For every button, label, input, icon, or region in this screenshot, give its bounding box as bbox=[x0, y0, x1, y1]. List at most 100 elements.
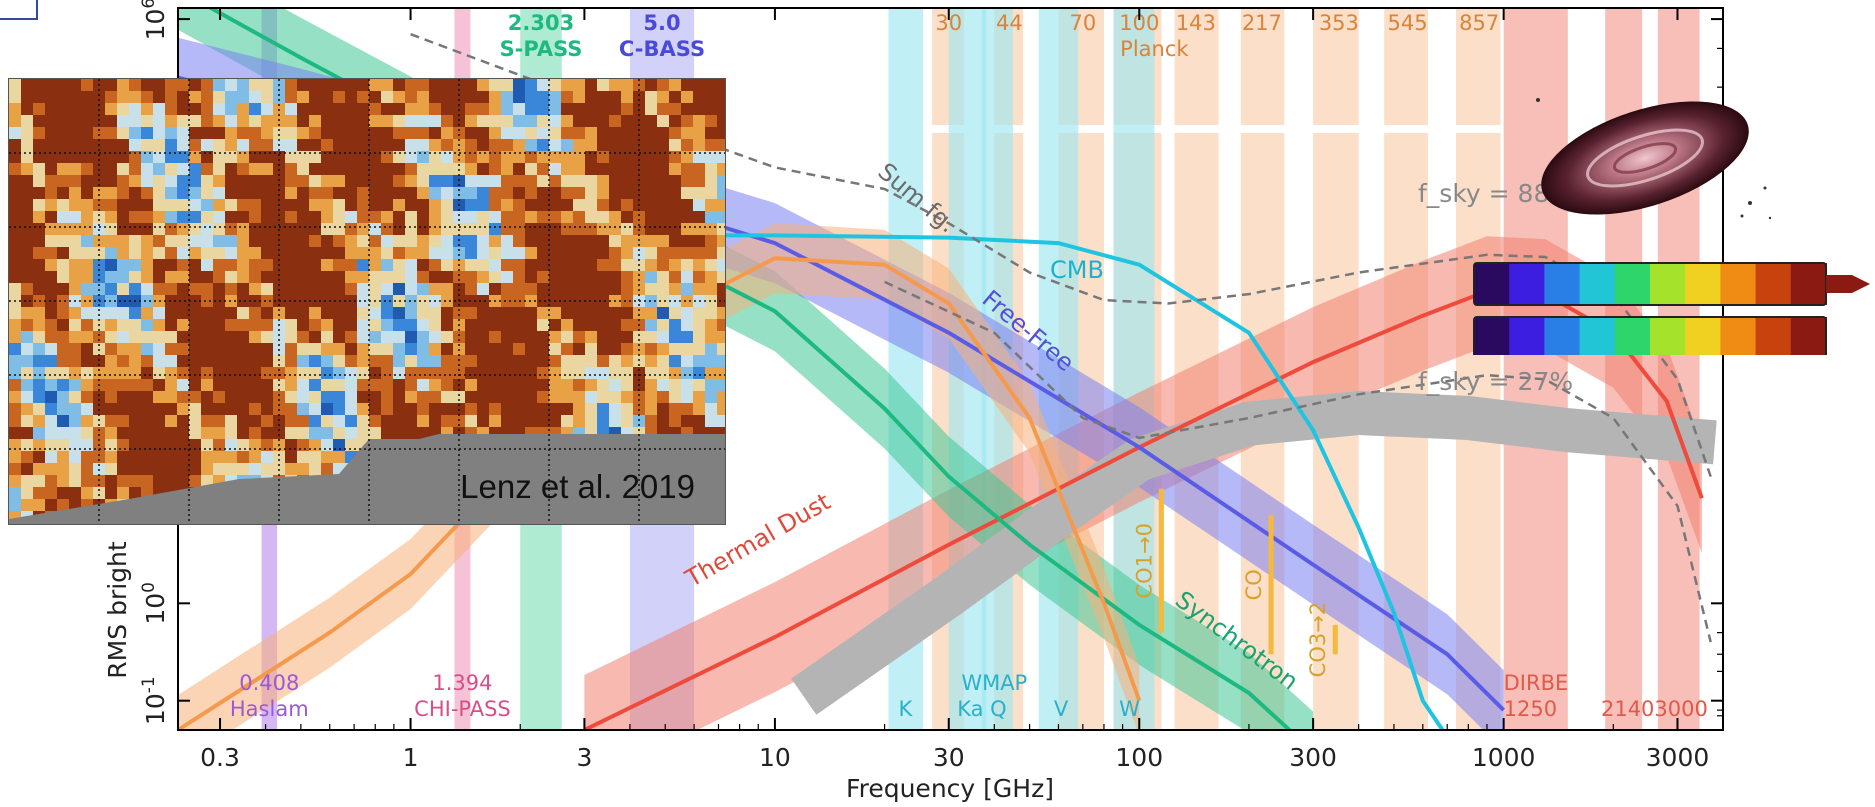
sky-map-pixel bbox=[225, 259, 237, 271]
sky-map-pixel bbox=[201, 415, 213, 427]
sky-map-pixel bbox=[681, 259, 693, 271]
sky-map-pixel bbox=[681, 355, 693, 367]
sky-map-pixel bbox=[285, 403, 297, 415]
sky-map-pixel bbox=[309, 343, 321, 355]
sky-map-pixel bbox=[333, 247, 345, 259]
sky-map-pixel bbox=[621, 235, 633, 247]
sky-map-pixel bbox=[117, 283, 129, 295]
sky-map-pixel bbox=[645, 259, 657, 271]
sky-map-pixel bbox=[441, 187, 453, 199]
sky-map-pixel bbox=[57, 487, 69, 499]
sky-map-pixel bbox=[393, 283, 405, 295]
sky-map-pixel bbox=[465, 235, 477, 247]
sky-map-pixel bbox=[357, 175, 369, 187]
sky-map-pixel bbox=[381, 271, 393, 283]
sky-map-pixel bbox=[273, 91, 285, 103]
sky-map-pixel bbox=[321, 451, 333, 463]
sky-map-pixel bbox=[465, 199, 477, 211]
sky-map-pixel bbox=[189, 79, 201, 91]
sky-map-pixel bbox=[405, 355, 417, 367]
sky-map-pixel bbox=[213, 331, 225, 343]
sky-map-pixel bbox=[669, 391, 681, 403]
sky-map-pixel bbox=[573, 139, 585, 151]
sky-map-pixel bbox=[177, 307, 189, 319]
sky-map-pixel bbox=[9, 427, 21, 439]
sky-map-pixel bbox=[465, 211, 477, 223]
sky-map-pixel bbox=[129, 319, 141, 331]
sky-map-pixel bbox=[81, 487, 93, 499]
sky-map-pixel bbox=[693, 115, 705, 127]
sky-map-pixel bbox=[297, 151, 309, 163]
sky-map-pixel bbox=[441, 259, 453, 271]
sky-map-pixel bbox=[333, 451, 345, 463]
sky-map-pixel bbox=[429, 139, 441, 151]
sky-map-pixel bbox=[177, 223, 189, 235]
sky-map-pixel bbox=[9, 175, 21, 187]
sky-map-pixel bbox=[333, 331, 345, 343]
sky-map-pixel bbox=[597, 331, 609, 343]
sky-map-pixel bbox=[225, 391, 237, 403]
sky-map-pixel bbox=[93, 391, 105, 403]
sky-map-pixel bbox=[705, 403, 717, 415]
sky-map-pixel bbox=[225, 127, 237, 139]
sky-map-pixel bbox=[297, 199, 309, 211]
sky-map-pixel bbox=[33, 259, 45, 271]
sky-map-pixel bbox=[105, 451, 117, 463]
sky-map-pixel bbox=[261, 283, 273, 295]
sky-map-pixel bbox=[33, 355, 45, 367]
sky-map-pixel bbox=[537, 403, 549, 415]
sky-map-pixel bbox=[717, 355, 725, 367]
sky-map-pixel bbox=[561, 187, 573, 199]
sky-map-pixel bbox=[357, 319, 369, 331]
sky-map-pixel bbox=[165, 355, 177, 367]
sky-map-pixel bbox=[477, 175, 489, 187]
sky-map-pixel bbox=[33, 211, 45, 223]
sky-map-pixel bbox=[45, 451, 57, 463]
sky-map-pixel bbox=[213, 355, 225, 367]
sky-map-pixel bbox=[525, 403, 537, 415]
sky-map-pixel bbox=[45, 283, 57, 295]
sky-map-pixel bbox=[309, 187, 321, 199]
sky-map-pixel bbox=[201, 319, 213, 331]
sky-map-pixel bbox=[21, 211, 33, 223]
sky-map-pixel bbox=[621, 403, 633, 415]
sky-map-pixel bbox=[213, 319, 225, 331]
sky-map-pixel bbox=[405, 403, 417, 415]
sky-map-pixel bbox=[33, 379, 45, 391]
sky-map-pixel bbox=[57, 415, 69, 427]
sky-map-pixel bbox=[249, 175, 261, 187]
sky-map-pixel bbox=[165, 259, 177, 271]
sky-map-pixel bbox=[405, 223, 417, 235]
sky-map-pixel bbox=[681, 151, 693, 163]
sky-map-pixel bbox=[81, 79, 93, 91]
sky-map-pixel bbox=[105, 475, 117, 487]
sky-map-pixel bbox=[201, 355, 213, 367]
sky-map-pixel bbox=[441, 79, 453, 91]
sky-map-pixel bbox=[117, 199, 129, 211]
sky-map-pixel bbox=[201, 103, 213, 115]
sky-map-pixel bbox=[537, 271, 549, 283]
sky-map-pixel bbox=[261, 355, 273, 367]
sky-map-pixel bbox=[357, 199, 369, 211]
sky-map-pixel bbox=[357, 187, 369, 199]
colorbar-segment bbox=[1544, 263, 1580, 305]
sky-map-pixel bbox=[561, 103, 573, 115]
sky-map-pixel bbox=[477, 367, 489, 379]
sky-map-pixel bbox=[333, 271, 345, 283]
sky-map-pixel bbox=[489, 355, 501, 367]
sky-map-pixel bbox=[225, 103, 237, 115]
sky-map-pixel bbox=[177, 451, 189, 463]
sky-map-pixel bbox=[129, 451, 141, 463]
label-cmb: CMB bbox=[1050, 256, 1104, 284]
sky-map-pixel bbox=[525, 271, 537, 283]
sky-map-pixel bbox=[369, 343, 381, 355]
sky-map-pixel bbox=[657, 235, 669, 247]
sky-map-pixel bbox=[609, 187, 621, 199]
sky-map-pixel bbox=[417, 391, 429, 403]
sky-map-pixel bbox=[645, 103, 657, 115]
sky-map-pixel bbox=[321, 319, 333, 331]
sky-map-pixel bbox=[669, 259, 681, 271]
sky-map-pixel bbox=[609, 379, 621, 391]
sky-map-pixel bbox=[369, 235, 381, 247]
sky-map-pixel bbox=[9, 247, 21, 259]
